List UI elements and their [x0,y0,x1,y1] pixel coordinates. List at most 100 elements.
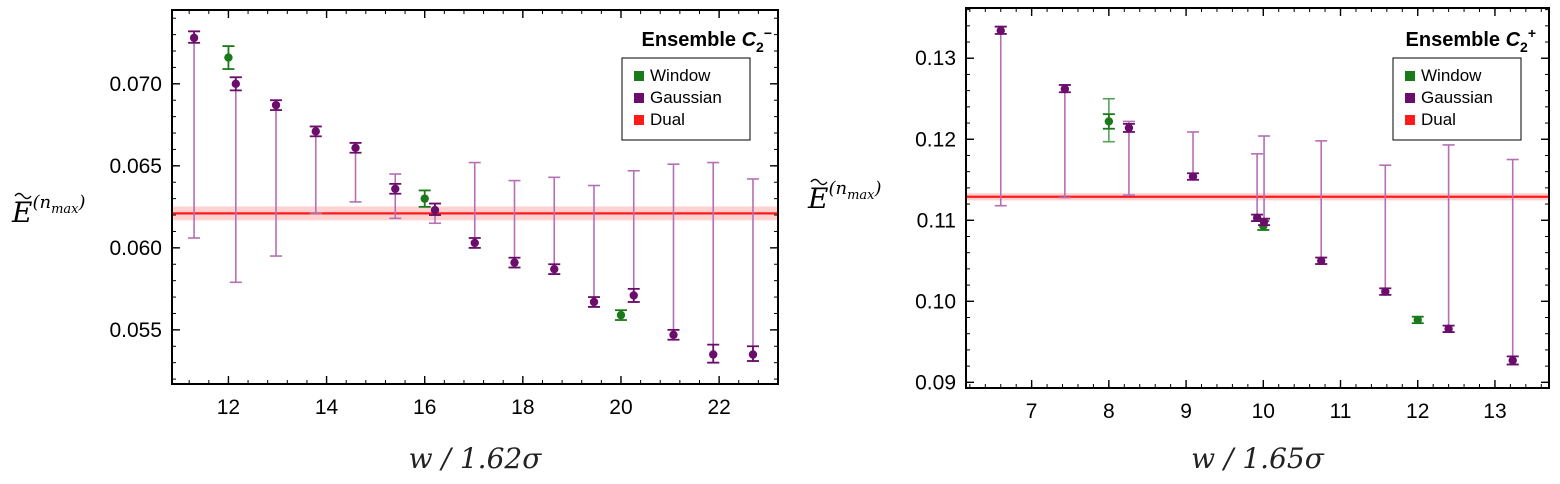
data-point [1317,256,1326,265]
legend-label-gaussian: Gaussian [1421,88,1493,107]
legend-label-gaussian: Gaussian [650,88,722,107]
y-tick-label: 0.055 [109,319,162,342]
tilde-mark [14,192,32,200]
legend-swatch-window [1405,71,1415,81]
x-tick-label: 11 [1330,400,1352,423]
title-symbol: C [742,29,757,51]
legend: Window Gaussian Dual [621,57,751,141]
data-point [1444,324,1453,334]
data-point [351,143,360,152]
data-point [669,330,678,339]
data-point [189,33,199,43]
y-label-symbol: E [807,182,828,215]
title-sup: − [764,25,772,41]
data-point [748,350,758,359]
x-tick-label: 20 [609,396,632,419]
legend-swatch-window [634,71,644,81]
y-label-sup: (n [32,192,51,213]
legend-label-window: Window [650,66,711,85]
data-point [616,310,626,320]
y-label-sup-close: ) [78,192,86,213]
data-point [430,205,440,215]
x-tick-label: 8 [1103,400,1115,423]
y-label-sup-sub: max [847,188,875,203]
legend-label-window: Window [1421,66,1482,85]
x-tick-label: 16 [413,396,436,419]
series-gaussian [994,25,1519,366]
y-tick-label: 0.065 [109,155,162,178]
plot-frame [171,9,779,385]
chart-2: 7 8 9 10 11 12 13 0.09 0.10 0.11 0.12 0.13 Ensemble … [807,7,1550,475]
y-axis-label: E(nmax) [807,178,882,215]
data-point [589,297,599,307]
x-tick-label: 18 [511,396,534,419]
data-point [1381,287,1390,296]
series-gaussian [188,30,759,364]
data-point [629,291,638,300]
data-point [1188,172,1198,181]
legend-swatch-gaussian [634,93,644,103]
y-label-text: E(nmax) [11,192,86,229]
data-point [1413,315,1422,325]
data-point [224,53,233,62]
y-label-sup: (n [828,178,847,199]
chart-1: 12 14 16 18 20 22 0.055 0.060 0.065 0.070 Ensemble… [11,9,779,475]
x-axis-label: w / 1.65σ [1191,442,1325,475]
chart-title: Ensemble C2+ [1406,25,1536,55]
data-point [231,79,240,89]
series-window [222,45,627,321]
title-sup: + [1528,25,1536,41]
legend-swatch-dual [634,115,644,125]
y-tick-label: 0.060 [109,237,162,260]
data-point [420,194,429,203]
legend-swatch-gaussian [1405,93,1415,103]
data-point [1508,356,1517,365]
legend-label-dual: Dual [1421,110,1456,129]
x-axis-label: w / 1.62σ [409,442,543,475]
title-sub: 2 [756,39,764,55]
plot-frame [965,7,1550,389]
title-symbol: C [1506,29,1521,51]
x-tick-label: 14 [315,396,339,419]
y-label-sup-close: ) [874,178,882,199]
data-point [391,184,400,193]
y-label-sup-sub: max [51,202,79,217]
y-tick-label: 0.09 [915,371,956,394]
title-sub: 2 [1520,39,1528,55]
data-point [271,100,281,110]
legend-label-dual: Dual [650,110,685,129]
title-text: Ensemble [642,29,742,51]
data-point [510,258,519,267]
y-label-symbol: E [11,196,32,229]
y-tick-label: 0.13 [915,47,956,70]
x-tick-label: 22 [707,396,730,419]
y-axis-label: E(nmax) [11,192,86,229]
y-tick-label: 0.10 [915,290,956,313]
data-point [1124,123,1134,133]
data-point [1104,117,1114,126]
y-tick-label: 0.11 [917,209,956,232]
x-tick-label: 7 [1026,400,1038,423]
y-label-text: E(nmax) [807,178,882,215]
data-point [470,238,479,248]
legend-swatch-dual [1405,115,1415,125]
data-point [1252,213,1262,223]
chart-title: Ensemble C2− [642,25,772,55]
y-tick-label: 0.070 [109,73,162,96]
data-point [1060,84,1070,94]
tilde-mark [810,178,828,186]
data-point [311,127,320,136]
x-tick-label: 10 [1252,400,1275,423]
title-text: Ensemble [1406,29,1506,51]
x-tick-label: 12 [217,396,240,419]
legend: Window Gaussian Dual [1392,57,1522,141]
data-point [996,26,1005,35]
x-tick-label: 12 [1406,400,1429,423]
x-tick-label: 13 [1483,400,1506,423]
y-tick-label: 0.12 [915,128,956,151]
x-tick-label: 9 [1180,400,1192,423]
data-point [1259,217,1269,227]
data-point [550,264,559,274]
